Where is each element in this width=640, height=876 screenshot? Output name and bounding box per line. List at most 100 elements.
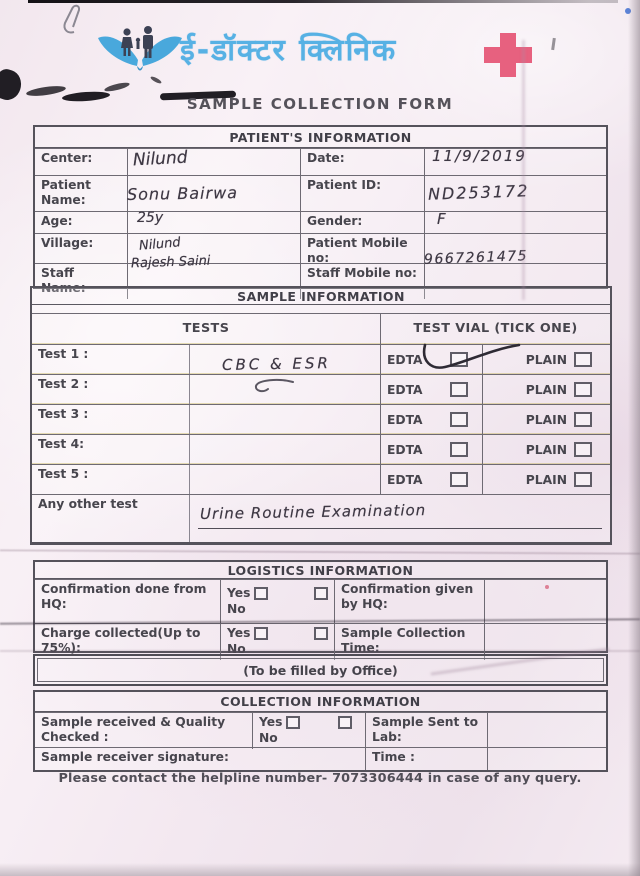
yes-label: Yes [227,626,251,640]
date-label: Date: [300,149,424,175]
test1-label: Test 1 : [38,347,89,361]
staff-mobile-value-cell [424,264,606,299]
yes-label: Yes [227,585,251,600]
test3-plain-checkbox [574,412,592,427]
test-row-4: Test 4: EDTA PLAIN [32,434,610,464]
test1-plain-cell: PLAIN [482,345,614,374]
plain-label: PLAIN [525,412,567,427]
test2-edta-checkbox [450,382,468,397]
test4-plain-checkbox [574,442,592,457]
edta-label: EDTA [387,472,423,487]
sample-received-yesno-cell: Yes No [252,713,365,749]
test4-edta-cell: EDTA [380,435,482,464]
sample-sent-label: Sample Sent to Lab: [365,713,487,749]
sample-sent-value-cell [487,713,606,749]
ink-smudge [103,80,131,94]
clinic-name-hindi: ई-डॉक्टर क्लिनिक [180,33,398,68]
staff-mobile-label: Staff Mobile no: [300,264,424,299]
age-value-handwritten: 25y [137,210,164,226]
test1-value-handwritten: CBC & ESR [221,354,332,374]
edta-label: EDTA [387,442,423,457]
confirmation-given-label: Confirmation given by HQ: [334,580,484,623]
center-value-handwritten: Nilund [132,147,189,171]
test3-edta-cell: EDTA [380,405,482,434]
patient-id-handwritten: ND253172 [427,181,530,204]
test4-value-cell [189,435,380,464]
paper-crease [0,549,640,555]
time-value-cell [487,748,606,770]
any-other-test-value-cell [189,495,610,542]
collection-section-header: COLLECTION INFORMATION [35,692,606,712]
edta-tick-mark [422,343,521,369]
office-banner: (To be filled by Office) [33,654,608,686]
charge-collected-yes-checkbox [254,627,269,641]
charge-collected-yesno-cell: Yes No [220,624,334,660]
scan-edge-line [28,0,618,3]
patient-information-table: PATIENT'S INFORMATION Center: Date: Pati… [33,125,608,299]
test5-label: Test 5 : [38,467,89,481]
test3-label: Test 3 : [38,407,89,421]
edta-label: EDTA [387,382,423,397]
test3-value-cell [189,405,380,434]
age-label: Age: [41,214,73,228]
clinic-logo-icon [98,26,182,71]
patient-mobile-label: Patient Mobile no: [300,234,424,269]
yes-label: Yes [259,715,283,729]
center-label: Center: [41,151,93,165]
spacer [32,305,610,313]
patient-id-label: Patient ID: [300,176,424,211]
plain-label: PLAIN [525,472,567,487]
patient-name-label: Patient Name: [41,178,92,208]
test-row-3: Test 3 : EDTA PLAIN [32,404,610,434]
center-value-cell [127,149,300,175]
test3-plain-cell: PLAIN [482,405,614,434]
sample-collection-time-value-cell [484,624,606,660]
scan-edge-shadow [628,0,640,876]
test-row-5: Test 5 : EDTA PLAIN [32,464,610,494]
confirmation-given-value-cell [484,580,606,623]
test3-edta-checkbox [450,412,468,427]
scan-edge-shadow [0,863,640,876]
plain-label: PLAIN [525,442,567,457]
sample-information-table: SAMPLE INFORMATION TESTS TEST VIAL (TICK… [30,286,612,545]
test1-plain-checkbox [574,352,592,367]
sample-received-label: Sample received & Quality Checked : [41,715,226,745]
confirmation-done-yes-checkbox [254,586,269,600]
edta-label: EDTA [387,412,423,427]
date-value-handwritten: 11/9/2019 [432,147,527,165]
charge-collected-label: Charge collected(Up to 75%): [41,626,201,656]
staff-name-label: Staff Name: [41,266,86,296]
no-label: No [227,602,246,616]
confirmation-done-label: Confirmation done from HQ: [41,582,207,612]
test2-plain-checkbox [574,382,592,397]
test2-value-cell [189,375,380,404]
village-label: Village: [41,236,94,250]
medical-cross-icon [484,33,532,77]
collection-information-table: COLLECTION INFORMATION Sample received &… [33,690,608,772]
test5-value-cell [189,465,380,494]
sample-received-yes-checkbox [286,716,301,730]
helpline-note: Please contact the helpline number- 7073… [58,771,582,786]
confirmation-done-yesno-cell: Yes No [220,580,334,623]
test5-plain-cell: PLAIN [482,465,614,494]
sample-collection-time-label: Sample Collection Time: [334,624,484,660]
test5-plain-checkbox [574,472,592,487]
pen-scribble [254,378,294,393]
test2-label: Test 2 : [38,377,89,391]
gender-label: Gender: [300,212,424,233]
edta-label: EDTA [387,352,423,367]
any-other-test-row: Any other test [32,494,610,542]
any-other-test-label: Any other test [38,497,138,511]
test-vial-column-header: TEST VIAL (TICK ONE) [380,314,610,344]
form-title: SAMPLE COLLECTION FORM [186,95,454,113]
staff-name-value-cell [127,264,300,299]
test5-edta-checkbox [450,472,468,487]
test1-value-cell [189,345,380,374]
staff-name-handwritten: Rajesh Saini [130,253,211,272]
gender-value-handwritten: F [437,210,446,228]
patient-name-value-cell [127,176,300,211]
office-banner-text: (To be filled by Office) [37,658,604,682]
test2-edta-cell: EDTA [380,375,482,404]
village-value-cell [127,234,300,269]
